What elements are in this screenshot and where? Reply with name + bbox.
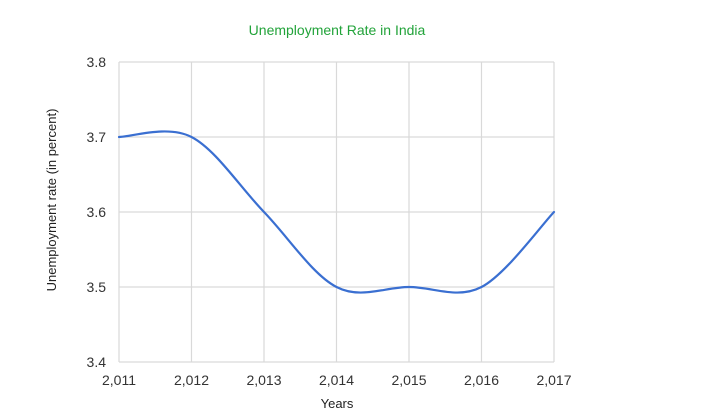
x-tick-label: 2,017 bbox=[536, 372, 571, 388]
y-axis-title: Unemployment rate (in percent) bbox=[44, 109, 59, 292]
x-tick-label: 2,012 bbox=[174, 372, 209, 388]
chart-title: Unemployment Rate in India bbox=[249, 22, 426, 38]
y-tick-label: 3.8 bbox=[87, 54, 107, 70]
x-tick-label: 2,016 bbox=[464, 372, 499, 388]
series-line bbox=[117, 130, 556, 294]
x-axis-title: Years bbox=[321, 396, 354, 411]
grid bbox=[118, 61, 555, 363]
y-tick-label: 3.5 bbox=[87, 279, 107, 295]
x-tick-label: 2,011 bbox=[102, 372, 136, 388]
series bbox=[117, 130, 556, 294]
y-tick-label: 3.6 bbox=[87, 204, 107, 220]
tick-labels: 3.4 3.5 3.6 3.7 3.8 2,011 2,012 2,013 2,014 2,015… bbox=[87, 54, 572, 388]
x-tick-label: 2,013 bbox=[246, 372, 281, 388]
y-tick-label: 3.4 bbox=[87, 354, 107, 370]
y-tick-label: 3.7 bbox=[87, 129, 107, 145]
x-tick-label: 2,014 bbox=[319, 372, 354, 388]
x-tick-label: 2,015 bbox=[391, 372, 426, 388]
